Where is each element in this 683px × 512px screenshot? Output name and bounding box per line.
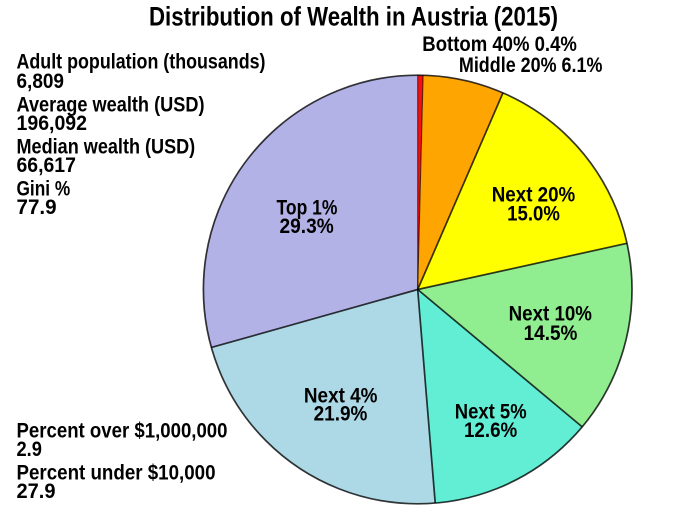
svg-text:29.3%: 29.3% (280, 215, 334, 238)
svg-text:6,809: 6,809 (17, 70, 65, 93)
svg-text:Adult population (thousands): Adult population (thousands) (17, 51, 266, 74)
svg-text:12.6%: 12.6% (464, 419, 518, 442)
svg-text:196,092: 196,092 (17, 112, 88, 135)
svg-text:Bottom 40% 0.4%: Bottom 40% 0.4% (422, 33, 577, 56)
svg-text:Next 5%: Next 5% (455, 401, 527, 424)
svg-text:14.5%: 14.5% (524, 322, 578, 345)
svg-text:27.9: 27.9 (17, 480, 56, 503)
svg-text:Next 10%: Next 10% (509, 302, 593, 325)
svg-text:2.9: 2.9 (17, 438, 42, 461)
svg-text:Gini %: Gini % (17, 177, 71, 200)
svg-text:Average wealth (USD): Average wealth (USD) (17, 93, 205, 116)
svg-text:Next 20%: Next 20% (492, 184, 576, 207)
svg-text:Percent under $10,000: Percent under $10,000 (17, 461, 216, 484)
svg-text:Middle 20% 6.1%: Middle 20% 6.1% (459, 54, 603, 77)
svg-text:21.9%: 21.9% (314, 403, 368, 426)
svg-text:66,617: 66,617 (17, 154, 76, 177)
svg-text:Distribution of Wealth in Aust: Distribution of Wealth in Austria (2015) (149, 1, 558, 31)
svg-text:Next 4%: Next 4% (304, 384, 378, 407)
svg-text:Top 1%: Top 1% (277, 197, 338, 220)
svg-text:77.9: 77.9 (17, 196, 57, 219)
svg-text:Percent over $1,000,000: Percent over $1,000,000 (17, 419, 228, 442)
svg-text:15.0%: 15.0% (507, 202, 560, 225)
svg-text:Median wealth (USD): Median wealth (USD) (17, 136, 196, 159)
